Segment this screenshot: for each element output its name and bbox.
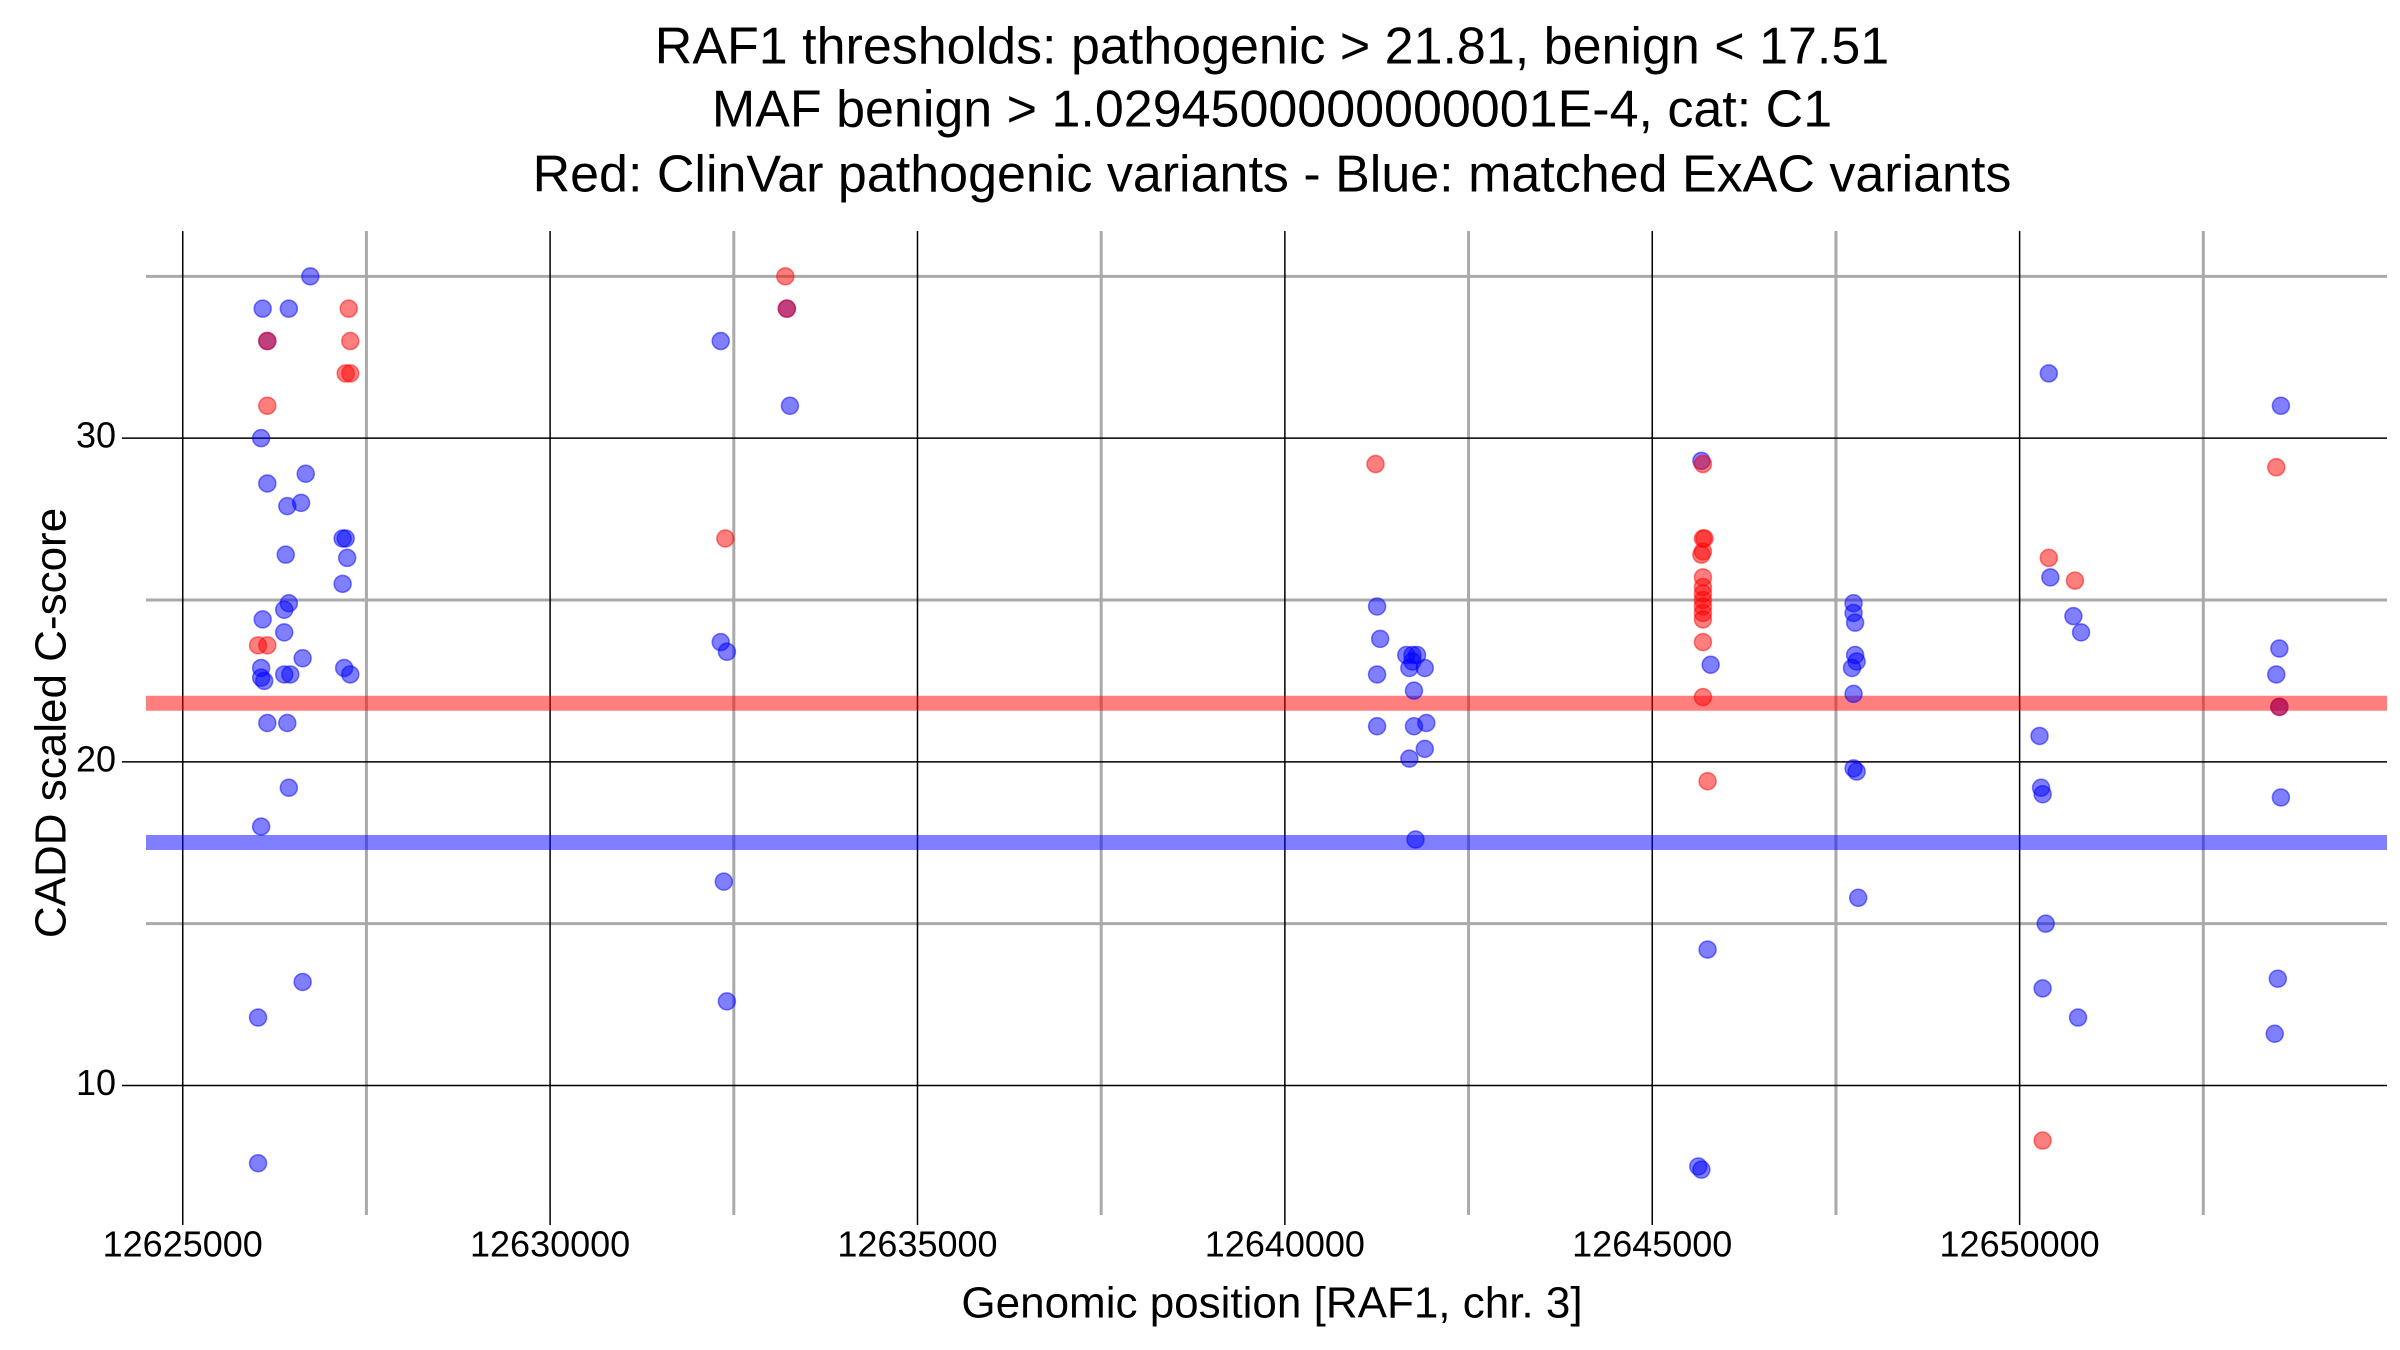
y-tick-label: 10: [76, 1062, 116, 1103]
x-tick-label: 12640000: [1205, 1224, 1365, 1265]
point: [253, 299, 272, 318]
point: [293, 972, 312, 992]
x-tick-label: 12630000: [470, 1224, 630, 1265]
point: [258, 636, 277, 655]
point: [780, 396, 800, 416]
point: [2033, 784, 2052, 804]
x-axis-label: Genomic position [RAF1, chr. 3]: [961, 1279, 1582, 1328]
point: [258, 713, 277, 733]
chart-title: MAF benign > 1.0294500000000001E-4, cat:…: [712, 81, 1832, 139]
point: [337, 548, 357, 568]
point: [711, 331, 730, 351]
point: [2270, 639, 2289, 658]
point: [1847, 762, 1866, 781]
point: [2068, 1008, 2088, 1027]
point: [2265, 1024, 2284, 1043]
point: [251, 817, 271, 836]
point: [1366, 454, 1385, 474]
point: [281, 665, 300, 684]
point: [2270, 697, 2289, 717]
point: [258, 331, 277, 351]
point: [2271, 396, 2291, 416]
point: [251, 658, 271, 678]
point: [2036, 914, 2055, 933]
x-tick-label: 12645000: [1572, 1224, 1732, 1265]
point: [279, 778, 299, 797]
point: [301, 267, 320, 286]
point: [1845, 613, 1865, 632]
point: [1417, 713, 1436, 733]
point: [1404, 681, 1424, 700]
y-tick-label: 30: [76, 415, 116, 456]
point: [777, 299, 797, 318]
y-axis-label: CADD scaled C-score: [27, 508, 76, 938]
point: [1693, 454, 1713, 474]
point: [2033, 979, 2052, 998]
point: [291, 493, 311, 513]
point: [1415, 658, 1435, 678]
point: [2033, 1131, 2052, 1150]
point: [279, 593, 299, 613]
point: [279, 299, 299, 318]
y-tick-label: 20: [76, 738, 116, 779]
point: [1370, 629, 1390, 649]
point: [2039, 548, 2059, 568]
point: [1844, 684, 1863, 704]
point: [341, 364, 360, 383]
chart-title: Red: ClinVar pathogenic variants - Blue:…: [533, 146, 2012, 204]
point: [1693, 610, 1713, 629]
point: [2071, 623, 2091, 642]
point: [2041, 568, 2060, 587]
point: [296, 464, 315, 484]
point: [717, 992, 737, 1011]
point: [248, 1153, 268, 1173]
point: [2039, 364, 2059, 383]
x-tick-label: 12635000: [837, 1224, 997, 1265]
point: [276, 545, 296, 564]
point: [251, 428, 271, 448]
chart-title: RAF1 thresholds: pathogenic > 21.81, ben…: [655, 18, 1889, 76]
point: [776, 267, 795, 286]
point: [339, 299, 358, 318]
point: [258, 474, 277, 493]
point: [2030, 726, 2049, 746]
point: [258, 396, 277, 416]
point: [1701, 655, 1720, 674]
point: [336, 529, 355, 548]
point: [1400, 749, 1419, 768]
point: [1415, 739, 1435, 759]
point: [278, 713, 297, 733]
point: [341, 665, 360, 684]
point: [716, 529, 735, 548]
point: [1367, 665, 1387, 684]
point: [2267, 665, 2286, 684]
point: [248, 1008, 268, 1027]
point: [333, 574, 352, 594]
point: [2271, 788, 2291, 807]
point: [2267, 458, 2286, 477]
point: [253, 610, 272, 629]
point: [293, 649, 312, 668]
point: [2064, 606, 2083, 626]
point: [1692, 1160, 1711, 1179]
point: [1848, 888, 1868, 908]
point: [1842, 658, 1862, 678]
point: [714, 872, 734, 891]
point: [2065, 571, 2085, 590]
point: [1406, 830, 1425, 849]
point: [1698, 772, 1717, 791]
point: [2268, 969, 2288, 988]
point: [1693, 632, 1713, 652]
point: [274, 623, 294, 642]
x-tick-label: 12650000: [1940, 1224, 2100, 1265]
point: [717, 642, 737, 662]
x-tick-label: 12625000: [103, 1224, 263, 1265]
point: [1367, 716, 1387, 736]
point: [1692, 545, 1711, 564]
point: [1693, 687, 1713, 707]
point: [1698, 940, 1717, 959]
point: [341, 331, 360, 351]
point: [1367, 597, 1387, 616]
